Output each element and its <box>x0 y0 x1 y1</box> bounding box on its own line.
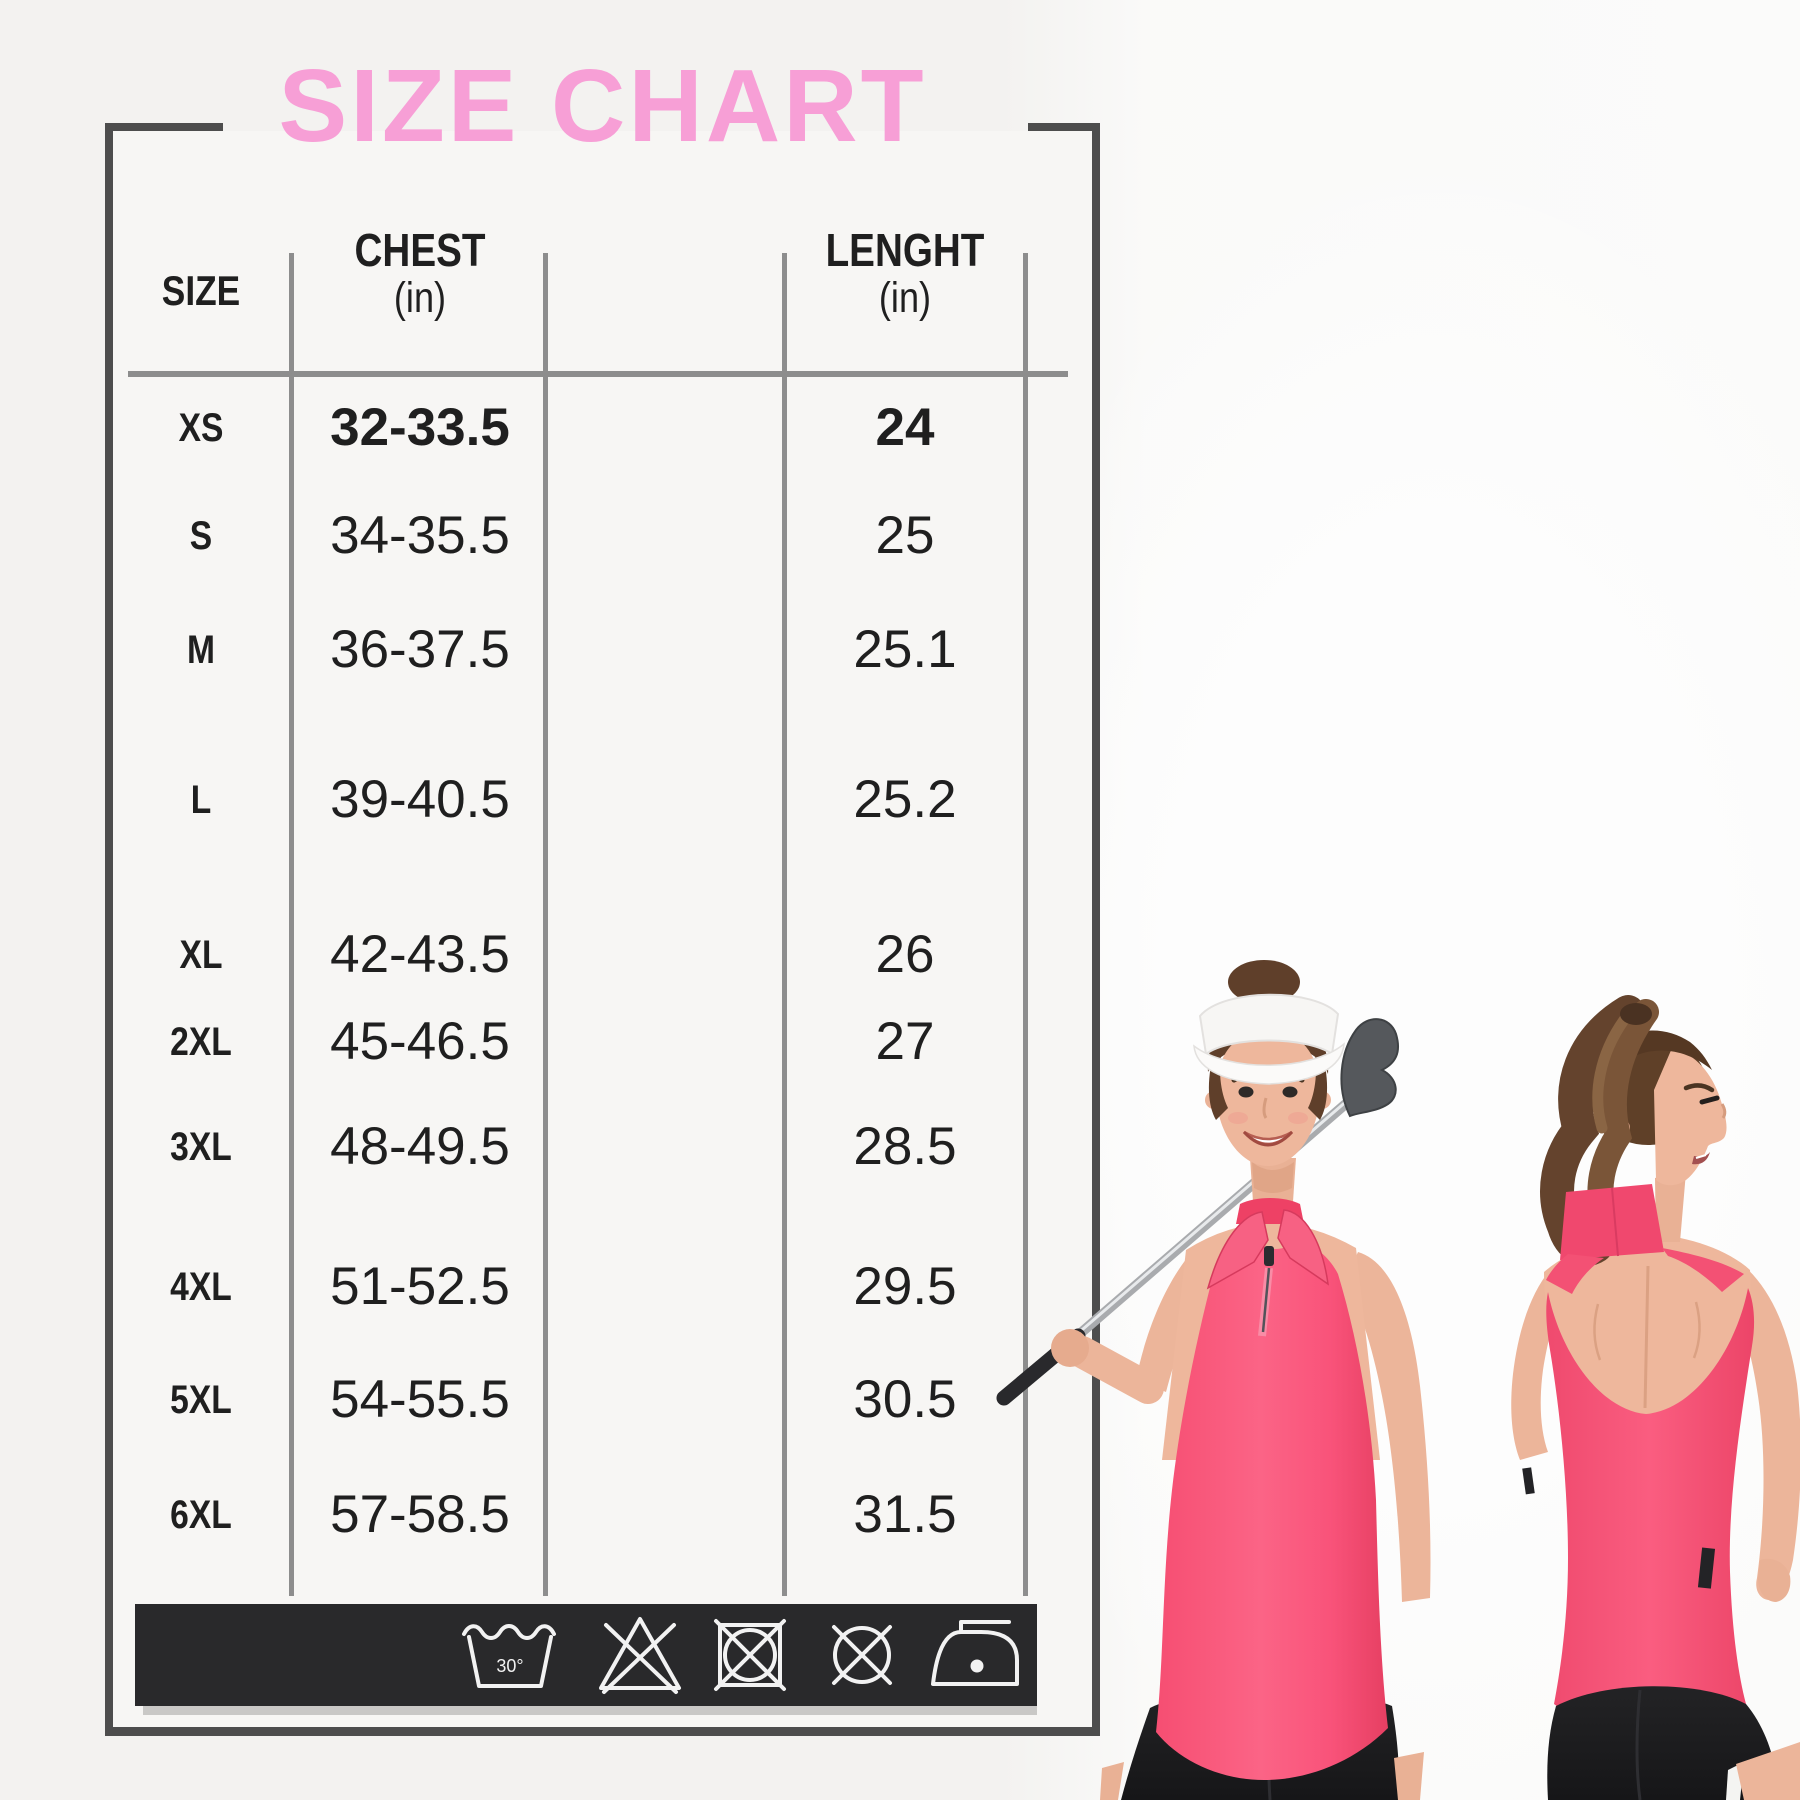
chest-value: 32-33.5 <box>330 398 510 457</box>
column-divider <box>782 253 787 1596</box>
size-label: 4XL <box>170 1265 232 1309</box>
product-model-photos <box>996 960 1800 1800</box>
length-value: 25.1 <box>853 620 957 679</box>
care-instructions-bar <box>135 1604 1037 1706</box>
header-length: LENGHT <box>825 224 985 276</box>
front-shirt <box>1156 1240 1388 1780</box>
frame-border-left <box>105 123 113 1736</box>
size-label: XS <box>178 406 224 450</box>
column-divider <box>1023 253 1028 1596</box>
page-title: SIZE CHART <box>278 48 927 163</box>
size-label: 6XL <box>170 1493 232 1537</box>
column-divider <box>543 253 548 1596</box>
header-chest: CHEST <box>354 224 486 276</box>
wash-temp-label: 30° <box>496 1656 523 1676</box>
header-chest-unit: (in) <box>393 274 447 322</box>
front-view-model <box>996 960 1431 1800</box>
chest-value: 36-37.5 <box>330 620 510 679</box>
length-value: 31.5 <box>853 1485 957 1544</box>
table-row: 4XL 51-52.5 29.5 <box>0 1247 1100 1327</box>
header-underline <box>128 371 1068 377</box>
size-label: 5XL <box>170 1378 232 1422</box>
column-divider <box>289 253 294 1596</box>
length-value: 25.2 <box>853 770 957 829</box>
machine-wash-30-icon: 30° <box>462 1624 556 1688</box>
size-label: 3XL <box>170 1125 232 1169</box>
back-shirt <box>1546 1288 1755 1732</box>
header-size: SIZE <box>161 267 241 314</box>
chest-value: 48-49.5 <box>330 1117 510 1176</box>
back-view-model <box>1511 995 1800 1800</box>
size-label: S <box>189 514 213 558</box>
length-value: 30.5 <box>853 1370 957 1429</box>
chest-value: 34-35.5 <box>330 506 510 565</box>
chest-value: 54-55.5 <box>330 1370 510 1429</box>
header-length-unit: (in) <box>878 274 932 322</box>
back-shorts <box>1547 1686 1780 1800</box>
length-value: 28.5 <box>853 1117 957 1176</box>
do-not-dry-clean-icon <box>832 1625 892 1685</box>
frame-border-top-right-segment <box>1028 123 1100 131</box>
size-label: L <box>190 778 212 822</box>
size-label: XL <box>179 933 223 977</box>
size-label: 2XL <box>170 1020 232 1064</box>
chest-value: 42-43.5 <box>330 925 510 984</box>
chest-value: 45-46.5 <box>330 1012 510 1071</box>
chest-value: 51-52.5 <box>330 1257 510 1316</box>
table-row: 3XL 48-49.5 28.5 <box>0 1107 1100 1187</box>
table-row: S 34-35.5 25 <box>0 496 1100 576</box>
frame-border-top-left-segment <box>105 123 223 131</box>
chart-frame-background <box>113 131 1092 1727</box>
table-row: 6XL 57-58.5 31.5 <box>0 1475 1100 1555</box>
length-value: 25 <box>875 506 935 565</box>
iron-low-heat-icon <box>931 1620 1019 1686</box>
frame-border-right <box>1092 123 1100 1736</box>
table-row: XL 42-43.5 26 <box>0 915 1100 995</box>
table-row: XS 32-33.5 24 <box>0 388 1100 468</box>
length-value: 27 <box>875 1012 935 1071</box>
frame-border-bottom <box>105 1727 1100 1736</box>
length-value: 26 <box>875 925 935 984</box>
care-bar-shadow <box>143 1706 1037 1715</box>
size-label: M <box>186 628 215 672</box>
front-model-head <box>1193 960 1345 1166</box>
sun-visor <box>1193 993 1345 1085</box>
golf-club-head <box>1340 1018 1400 1118</box>
care-symbols: 30° <box>462 1617 1019 1694</box>
do-not-tumble-dry-icon <box>714 1619 786 1691</box>
chest-value: 57-58.5 <box>330 1485 510 1544</box>
length-value: 24 <box>875 398 935 457</box>
table-row: 2XL 45-46.5 27 <box>0 1002 1100 1082</box>
table-row: L 39-40.5 25.2 <box>0 760 1100 840</box>
table-row: M 36-37.5 25.1 <box>0 610 1100 690</box>
chest-value: 39-40.5 <box>330 770 510 829</box>
do-not-bleach-icon <box>599 1617 681 1694</box>
table-row: 5XL 54-55.5 30.5 <box>0 1360 1100 1440</box>
length-value: 29.5 <box>853 1257 957 1316</box>
